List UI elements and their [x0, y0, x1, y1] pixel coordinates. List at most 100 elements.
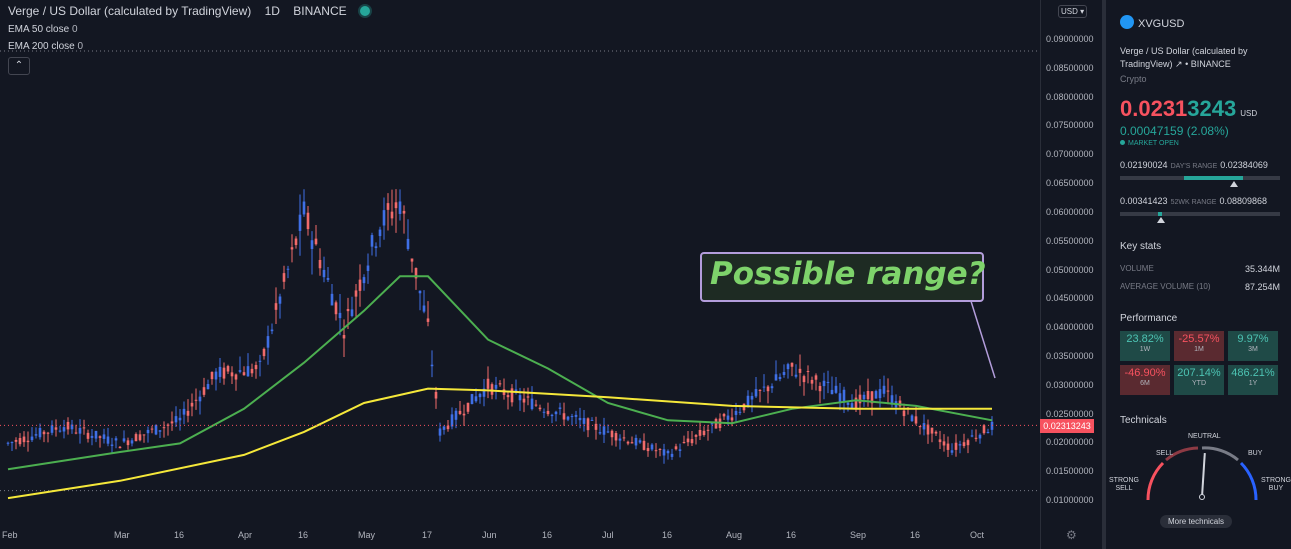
candle-body: [6, 442, 10, 444]
candle-body: [966, 440, 970, 446]
external-link-icon[interactable]: ↗: [1175, 59, 1183, 69]
days-range-low: 0.02190024: [1120, 160, 1168, 170]
more-technicals-button[interactable]: More technicals: [1160, 515, 1233, 528]
y-tick-label: 0.06500000: [1046, 178, 1094, 189]
candle-body: [618, 438, 622, 441]
y-tick-label: 0.03000000: [1046, 379, 1094, 390]
ema200-legend[interactable]: EMA 200 close 0: [8, 41, 83, 52]
candle-body: [686, 438, 690, 443]
candle-body: [806, 371, 810, 373]
candle-body: [798, 368, 802, 373]
performance-cell-1w[interactable]: 23.82% 1W: [1120, 331, 1170, 361]
interval[interactable]: 1D: [264, 4, 280, 18]
wk52-range-bar: [1120, 212, 1280, 216]
chevron-up-icon: ⌃: [14, 60, 24, 71]
candle-body: [562, 413, 566, 420]
candle-body: [278, 296, 282, 304]
candle-body: [146, 429, 150, 434]
panel-symbol[interactable]: XVGUSD: [1138, 18, 1185, 30]
y-tick-label: 0.04000000: [1046, 322, 1094, 333]
candle-body: [22, 436, 26, 443]
collapse-legend-button[interactable]: ⌃: [8, 57, 30, 75]
candle-body: [222, 367, 226, 379]
x-tick-label: Jun: [482, 530, 497, 540]
symbol-title[interactable]: Verge / US Dollar (calculated by Trading…: [8, 4, 252, 18]
wk52-range-label: 52WK RANGE: [1170, 199, 1217, 206]
candle-body: [826, 381, 830, 383]
price-main: 0.0231: [1120, 96, 1188, 121]
candle-body: [886, 390, 890, 392]
currency-button[interactable]: USD ▾: [1058, 5, 1088, 18]
candle-body: [142, 434, 146, 436]
candle-body: [206, 384, 210, 390]
candle-body: [286, 268, 290, 270]
candle-body: [674, 446, 678, 450]
gear-icon[interactable]: ⚙: [1066, 528, 1077, 542]
candle-body: [242, 372, 246, 376]
price-axis[interactable]: [1040, 0, 1097, 549]
candle-body: [378, 229, 382, 237]
annotation-callout[interactable]: Possible range?: [700, 252, 986, 302]
candle-body: [158, 430, 162, 432]
candle-body: [18, 437, 22, 445]
performance-cell-6m[interactable]: -46.90% 6M: [1120, 365, 1170, 395]
technicals-gauge[interactable]: [1106, 425, 1291, 515]
ema200-label: EMA 200 close: [8, 41, 75, 52]
candle-body: [306, 212, 310, 230]
performance-cell-3m[interactable]: 9.97% 3M: [1228, 331, 1278, 361]
candle-body: [438, 428, 442, 436]
candle-body: [790, 362, 794, 367]
market-status: MARKET OPEN: [1120, 140, 1179, 147]
candle-body: [34, 434, 38, 436]
candle-body: [494, 384, 498, 389]
gauge-strong-buy-label: STRONG BUY: [1261, 477, 1291, 492]
candle-body: [690, 439, 694, 444]
candle-body: [74, 432, 78, 434]
performance-cell-1y[interactable]: 486.21% 1Y: [1228, 365, 1278, 395]
candle-body: [78, 427, 82, 434]
candle-body: [782, 372, 786, 375]
x-tick-label: Feb: [2, 530, 18, 540]
candle-body: [126, 440, 130, 446]
candle-body: [402, 210, 406, 214]
performance-period: 1M: [1194, 346, 1204, 353]
panel-full-name[interactable]: Verge / US Dollar (calculated by Trading…: [1120, 46, 1248, 69]
y-tick-label: 0.07500000: [1046, 120, 1094, 131]
candle-body: [766, 386, 770, 392]
panel-category: Crypto: [1120, 74, 1147, 84]
days-range-fill: [1184, 176, 1244, 180]
candle-body: [150, 428, 154, 430]
performance-cell-1m[interactable]: -25.57% 1M: [1174, 331, 1224, 361]
performance-value: -25.57%: [1178, 333, 1220, 345]
candle-body: [314, 238, 318, 245]
ema50-legend[interactable]: EMA 50 close 0: [8, 24, 78, 35]
candle-body: [42, 431, 46, 435]
candle-body: [938, 439, 942, 443]
candle-body: [934, 431, 938, 434]
y-tick-label: 0.08500000: [1046, 62, 1094, 73]
candle-body: [90, 435, 94, 438]
candle-body: [410, 258, 414, 262]
candle-body: [210, 371, 214, 380]
candle-body: [770, 386, 774, 389]
gauge-buy-label: BUY: [1248, 450, 1263, 457]
candle-body: [726, 415, 730, 420]
candle-body: [714, 418, 718, 429]
price-change: 0.00047159 (2.08%): [1120, 124, 1229, 138]
performance-cell-ytd[interactable]: 207.14% YTD: [1174, 365, 1224, 395]
candle-body: [926, 424, 930, 435]
candle-body: [326, 278, 330, 280]
candle-body: [830, 389, 834, 395]
candle-body: [374, 246, 378, 249]
gauge-sell-label: SELL: [1156, 450, 1174, 457]
candle-body: [270, 329, 274, 332]
candle-body: [870, 391, 874, 404]
volume-label: VOLUME: [1120, 264, 1154, 273]
key-stats-title: Key stats: [1120, 241, 1162, 252]
candle-body: [46, 432, 50, 434]
candle-body: [614, 433, 618, 441]
candle-body: [162, 427, 166, 429]
price-chart[interactable]: [0, 0, 1040, 549]
candle-body: [882, 385, 886, 394]
candle-body: [238, 370, 242, 372]
